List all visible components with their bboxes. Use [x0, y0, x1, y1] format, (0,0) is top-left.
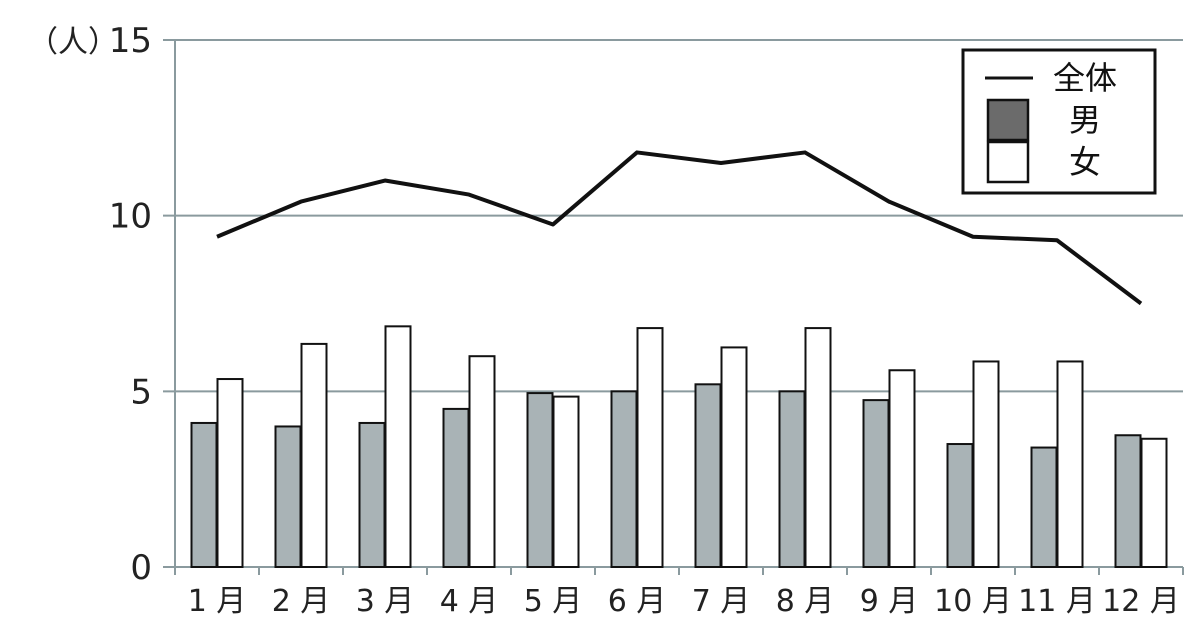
bar-female — [216, 378, 244, 568]
x-tick-label: 3 月 — [356, 584, 415, 619]
x-tick-label: 8 月 — [776, 584, 835, 619]
x-tick-label: 7 月 — [692, 584, 751, 619]
legend-label: 全体 — [1053, 59, 1117, 97]
y-tick-label: 0 — [130, 548, 152, 588]
bar-male — [610, 390, 638, 569]
bar-female — [720, 346, 748, 568]
total-line-group — [216, 150, 1143, 306]
bars — [190, 325, 1168, 569]
bar-male — [190, 421, 218, 568]
bar-male — [778, 390, 806, 569]
x-tick-label: 12 月 — [1102, 584, 1180, 619]
bar-female — [1140, 437, 1168, 568]
bar-female — [384, 325, 412, 568]
x-tick-label: 6 月 — [608, 584, 667, 619]
bar-male — [274, 425, 302, 569]
total-line — [216, 150, 1143, 306]
gridlines — [163, 39, 1183, 393]
x-tick-label: 5 月 — [524, 584, 583, 619]
bar-male — [1030, 446, 1058, 568]
x-tick-label: 9 月 — [860, 584, 919, 619]
legend-swatch — [986, 98, 1030, 142]
y-tick-label: 15 — [109, 21, 152, 61]
y-unit-label: （人） — [28, 25, 118, 60]
legend-swatch — [986, 140, 1030, 184]
bar-male — [694, 383, 722, 568]
bar-female — [552, 395, 580, 568]
bar-male — [442, 407, 470, 568]
tick-labels: 0 5 10 15（人） 1 月 2 月 3 月 4 月 5 月 6 月 7 月 8 月 9 月 10 月… — [28, 21, 1180, 619]
bar-female — [1056, 360, 1084, 568]
legend-label: 男 — [1069, 101, 1101, 139]
bar-female — [468, 355, 496, 569]
x-tick-label: 10 月 — [934, 584, 1012, 619]
bar-female — [636, 327, 664, 568]
axes — [163, 40, 1184, 575]
bar-male — [1114, 434, 1142, 568]
bar-female — [972, 360, 1000, 568]
bar-male — [526, 392, 554, 568]
x-tick-label: 11 月 — [1018, 584, 1096, 619]
bar-male — [946, 443, 974, 568]
legend-label: 女 — [1069, 143, 1101, 181]
bar-male — [358, 421, 386, 568]
x-tick-label: 1 月 — [188, 584, 247, 619]
bar-female — [804, 327, 832, 568]
y-tick-label: 10 — [109, 197, 152, 237]
x-tick-label: 2 月 — [272, 584, 331, 619]
y-tick-label: 5 — [130, 372, 152, 412]
bar-female — [300, 342, 328, 568]
bar-male — [862, 399, 890, 568]
bar-female — [888, 369, 916, 568]
x-tick-label: 4 月 — [440, 584, 499, 619]
